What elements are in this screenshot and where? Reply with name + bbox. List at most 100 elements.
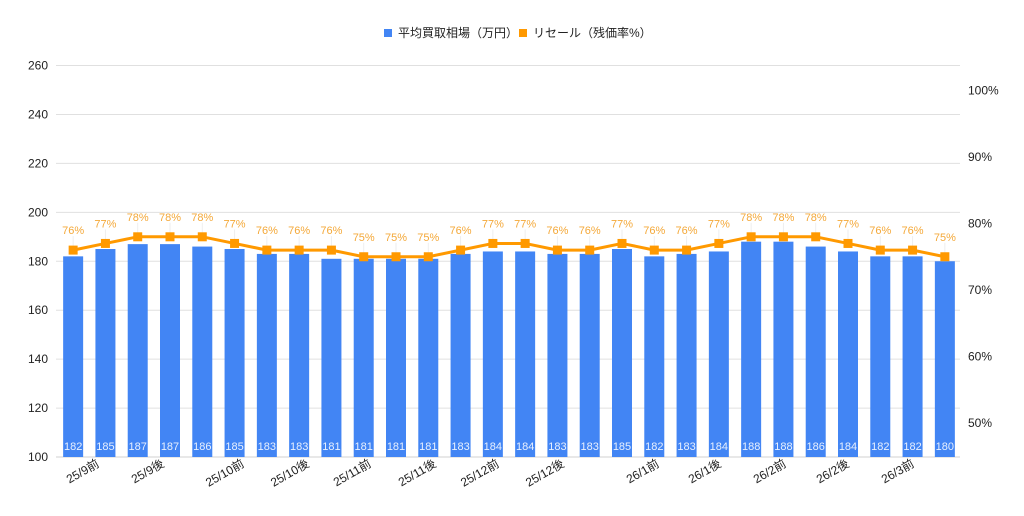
line-value-label: 77%: [224, 218, 246, 230]
line-value-label: 76%: [320, 225, 342, 237]
line-point[interactable]: 76%: [288, 225, 310, 255]
bar[interactable]: 182: [870, 256, 891, 457]
bar[interactable]: 186: [805, 246, 826, 457]
line-point[interactable]: 76%: [546, 225, 569, 255]
line-point[interactable]: 77%: [708, 218, 730, 248]
x-axis-tick-label: 25/12前: [458, 456, 502, 490]
bar[interactable]: 181: [353, 258, 374, 457]
bar[interactable]: 183: [289, 253, 310, 457]
right-axis-tick-label: 60%: [968, 350, 992, 364]
line-point[interactable]: 76%: [450, 225, 472, 255]
bar[interactable]: 184: [515, 251, 536, 457]
bar[interactable]: 181: [321, 258, 342, 457]
line-point[interactable]: 78%: [805, 212, 827, 242]
left-axis-tick-label: 200: [28, 205, 48, 219]
bar[interactable]: 182: [63, 256, 84, 457]
bar[interactable]: 185: [95, 249, 116, 457]
bar-value-label: 184: [484, 441, 502, 453]
bar[interactable]: 183: [450, 253, 471, 457]
bar-rect: [579, 253, 600, 457]
line-series: 76% 77% 78% 78% 78% 77% 76% 76% 76% 75% 75% 75% 76% 7…: [62, 212, 956, 262]
bar[interactable]: 183: [256, 253, 277, 457]
line-value-label: 76%: [62, 225, 84, 237]
line-point[interactable]: 75%: [353, 232, 375, 262]
line-point[interactable]: 76%: [579, 225, 601, 255]
line-point[interactable]: 77%: [94, 218, 117, 248]
square-marker-icon: [875, 245, 885, 255]
line-point[interactable]: 75%: [417, 232, 440, 262]
line-point[interactable]: 76%: [320, 225, 343, 255]
line-value-label: 75%: [385, 232, 407, 244]
line-point[interactable]: 78%: [127, 212, 149, 242]
bar[interactable]: 184: [482, 251, 503, 457]
line-point[interactable]: 78%: [159, 212, 181, 242]
line-point[interactable]: 76%: [62, 225, 84, 255]
legend-item-0[interactable]: 平均買取相場（万円）: [384, 26, 518, 40]
chart-legend: 平均買取相場（万円） リセール（残価率%）: [384, 25, 652, 40]
left-axis-tick-label: 240: [28, 107, 48, 121]
x-axis-tick-label: 26/1前: [623, 456, 661, 487]
bar-value-label: 182: [645, 441, 663, 453]
line-value-label: 76%: [450, 225, 472, 237]
bar[interactable]: 186: [192, 246, 213, 457]
bar[interactable]: 183: [676, 253, 697, 457]
line-point[interactable]: 77%: [514, 218, 536, 248]
line-point[interactable]: 76%: [676, 225, 698, 255]
x-axis: 25/9前 25/9後 25/10前 25/10後 25/11前 25/11後 25/12前…: [63, 456, 916, 490]
square-marker-icon: [520, 238, 530, 248]
bar-value-label: 182: [903, 441, 921, 453]
line-point[interactable]: 78%: [740, 212, 762, 242]
bar-rect: [773, 241, 794, 457]
bar[interactable]: 181: [418, 258, 439, 457]
bar[interactable]: 188: [741, 241, 762, 457]
bar[interactable]: 187: [160, 244, 180, 457]
bar-value-label: 187: [129, 441, 147, 453]
square-marker-icon: [714, 238, 724, 248]
bar[interactable]: 180: [934, 261, 955, 457]
legend-item-1[interactable]: リセール（残価率%）: [519, 25, 652, 40]
bar[interactable]: 183: [579, 253, 600, 457]
square-marker-icon: [843, 238, 853, 248]
bar[interactable]: 188: [773, 241, 794, 457]
line-point[interactable]: 76%: [256, 225, 278, 255]
line-point[interactable]: 76%: [902, 225, 924, 255]
bar[interactable]: 181: [386, 258, 406, 457]
line-value-label: 76%: [546, 225, 568, 237]
left-axis-tick-label: 180: [28, 254, 48, 268]
line-point[interactable]: 77%: [224, 218, 246, 248]
bar-rect: [127, 244, 148, 457]
bar-value-label: 184: [516, 441, 534, 453]
bar[interactable]: 184: [708, 251, 729, 457]
line-point[interactable]: 78%: [191, 212, 214, 242]
line-point[interactable]: 77%: [837, 218, 859, 248]
right-axis-tick-label: 90%: [968, 150, 992, 164]
bar-value-label: 185: [225, 441, 243, 453]
bar[interactable]: 185: [612, 249, 632, 457]
bar-rect: [63, 256, 84, 457]
bar[interactable]: 183: [547, 253, 568, 457]
line-point[interactable]: 76%: [869, 225, 892, 255]
bar-rect: [934, 261, 955, 457]
x-axis-tick-label: 26/1後: [686, 456, 724, 486]
line-value-label: 76%: [869, 225, 891, 237]
line-point[interactable]: 75%: [934, 232, 956, 262]
resale-line: [72, 235, 946, 259]
line-value-label: 77%: [514, 218, 536, 230]
line-value-label: 78%: [191, 212, 213, 224]
line-point[interactable]: 77%: [611, 218, 633, 248]
bar[interactable]: 182: [644, 256, 665, 457]
square-marker-icon: [488, 238, 498, 248]
bar-value-label: 185: [96, 441, 114, 453]
bar[interactable]: 184: [838, 251, 858, 457]
bar[interactable]: 185: [224, 249, 245, 457]
bar-value-label: 183: [677, 441, 695, 453]
bar-value-label: 183: [290, 441, 308, 453]
line-point[interactable]: 78%: [772, 212, 795, 242]
bar[interactable]: 187: [127, 244, 148, 457]
bar[interactable]: 182: [902, 256, 923, 457]
line-point[interactable]: 76%: [643, 225, 666, 255]
line-value-label: 75%: [353, 232, 375, 244]
line-point[interactable]: 75%: [385, 232, 407, 262]
line-point[interactable]: 77%: [482, 218, 504, 248]
